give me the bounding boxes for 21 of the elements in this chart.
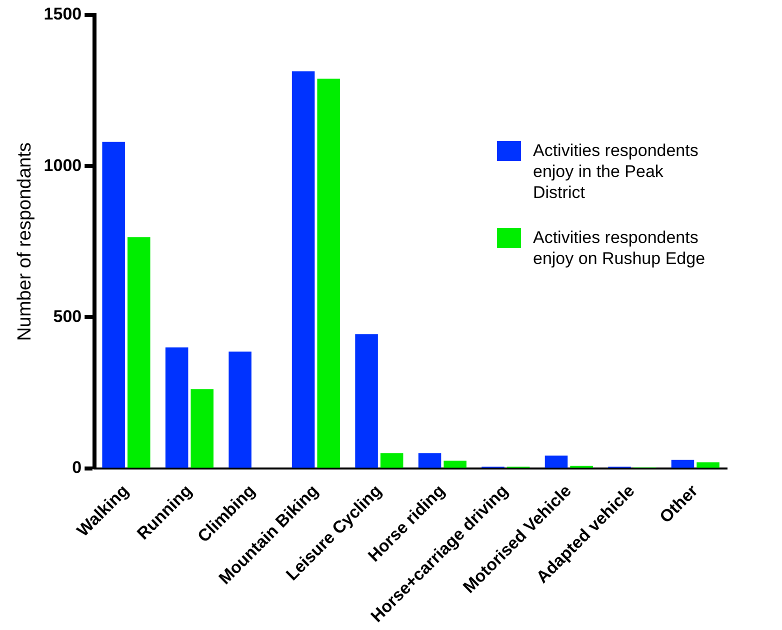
y-axis-title: Number of respondants — [14, 142, 36, 341]
bar — [190, 389, 214, 468]
bar — [418, 453, 442, 468]
bar — [671, 460, 694, 468]
bar — [102, 142, 125, 468]
bar — [228, 352, 252, 468]
y-tick-label: 0 — [72, 458, 82, 477]
y-tick-label: 1000 — [44, 156, 82, 175]
legend-label: Activities respondents enjoy in the Peak District — [533, 140, 700, 203]
bar — [355, 334, 378, 468]
bar — [165, 347, 188, 468]
y-tick-label: 1500 — [44, 4, 82, 24]
bar — [128, 237, 150, 468]
bar — [292, 71, 315, 468]
bar — [544, 456, 568, 468]
bar — [317, 78, 340, 468]
bar — [444, 460, 466, 468]
bar — [696, 462, 720, 468]
legend-label: Activities respondents enjoy on Rushup Edge — [533, 227, 706, 269]
bar — [380, 453, 404, 468]
y-tick-label: 500 — [53, 306, 82, 326]
